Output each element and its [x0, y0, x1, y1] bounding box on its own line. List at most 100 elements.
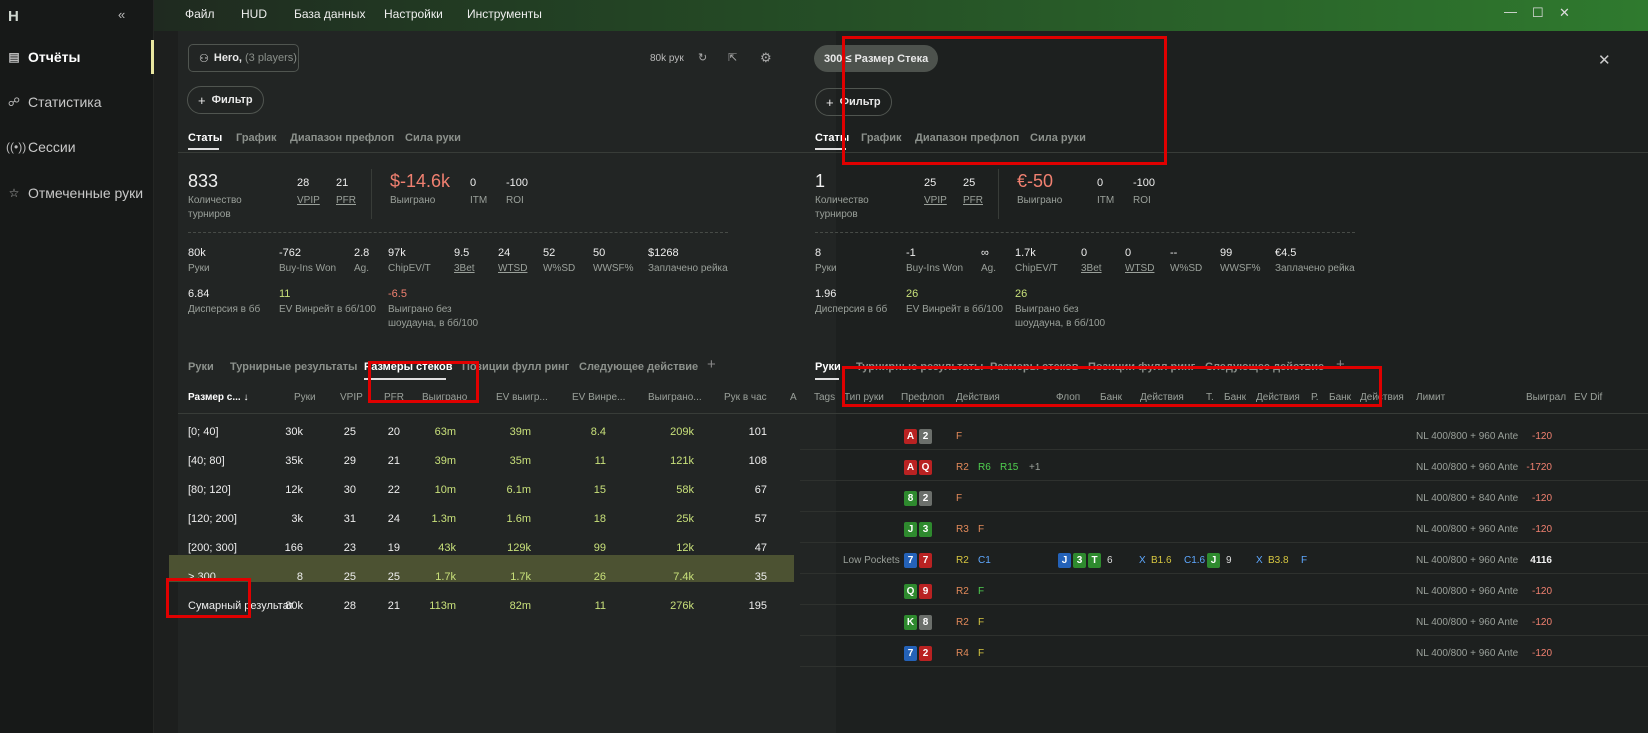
menu-item[interactable]: Файл	[185, 7, 215, 21]
sidebar-item[interactable]: ▤ Отчёты	[6, 46, 80, 68]
hand-row[interactable]	[800, 483, 1648, 512]
report-tab[interactable]: Турнирные результаты	[230, 361, 358, 373]
report-tab[interactable]: Руки	[188, 361, 214, 373]
flop-pot: 6	[1107, 555, 1113, 566]
column-header[interactable]: PFR	[384, 392, 404, 403]
hands-column-header[interactable]: Префлоп	[901, 392, 945, 403]
hands-column-header[interactable]: Банк	[1329, 392, 1352, 403]
hands-column-header[interactable]: Действия	[956, 392, 1000, 403]
table-cell[interactable]: [200; 300]	[188, 542, 237, 554]
add-filter-button[interactable]: + Фильтр	[187, 86, 264, 114]
table-cell[interactable]: [40; 80]	[188, 455, 225, 467]
hands-column-header[interactable]: Действия	[1140, 392, 1184, 403]
report-tab[interactable]: Размеры стеков	[364, 361, 453, 373]
table-cell: 35	[754, 571, 767, 583]
hand-row[interactable]	[800, 514, 1648, 543]
hole-card: 8	[919, 615, 932, 630]
sidebar-active-indicator	[151, 40, 154, 74]
minimize-icon[interactable]: —	[1504, 4, 1517, 19]
menu-item[interactable]: Инструменты	[467, 7, 542, 21]
pfr-label: PFR	[336, 195, 356, 206]
hand-type: Low Pockets	[843, 555, 900, 566]
stats-tab[interactable]: График	[861, 132, 902, 144]
hand-row[interactable]	[800, 607, 1648, 636]
column-header[interactable]: Рук в час	[724, 392, 767, 403]
stats-tab[interactable]: Диапазон префлоп	[915, 132, 1020, 144]
hand-row[interactable]	[800, 576, 1648, 605]
stat-label: Руки	[815, 263, 837, 274]
hands-column-header[interactable]: EV Dif	[1574, 392, 1603, 403]
hands-column-header[interactable]: Р.	[1311, 392, 1319, 403]
column-header[interactable]: А	[790, 392, 797, 403]
hand-row[interactable]	[800, 452, 1648, 481]
sidebar-item[interactable]: ((•)) Сессии	[6, 136, 76, 158]
stats-tab[interactable]: Статы	[188, 132, 223, 144]
hands-column-header[interactable]: Tags	[814, 392, 836, 403]
hand-row[interactable]	[800, 421, 1648, 450]
table-cell: 23	[343, 542, 356, 554]
stat-value: 50	[593, 247, 606, 259]
hands-column-header[interactable]: Действия	[1256, 392, 1300, 403]
close-icon[interactable]: ✕	[1559, 5, 1570, 20]
column-header[interactable]: Руки	[294, 392, 316, 403]
column-header[interactable]: EV выигр...	[496, 392, 548, 403]
stats-tab[interactable]: Сила руки	[405, 132, 461, 144]
player-selector-button[interactable]: ⚇ Hero, (3 players)	[188, 44, 299, 72]
dashed-divider	[815, 232, 1355, 233]
hand-result: -120	[1531, 586, 1552, 597]
stack-size-filter-chip[interactable]: 300 ≤ Размер Стека	[814, 45, 939, 72]
settings-icon[interactable]: ⚙	[760, 50, 772, 65]
filter-label: Фильтр	[839, 96, 881, 108]
close-panel-icon[interactable]: ✕	[1598, 52, 1611, 69]
stats-tab[interactable]: Диапазон префлоп	[290, 132, 395, 144]
table-cell[interactable]: [80; 120]	[188, 484, 231, 496]
turn-action: X	[1256, 555, 1263, 566]
hand-result: -120	[1531, 431, 1552, 442]
column-header[interactable]: Размер с... ↓	[188, 392, 249, 403]
hands-column-header[interactable]: Банк	[1224, 392, 1247, 403]
table-cell: 108	[748, 455, 767, 467]
sidebar-item[interactable]: ☍ Статистика	[6, 91, 102, 113]
menu-item[interactable]: База данных	[294, 7, 366, 21]
hands-column-header[interactable]: Тип руки	[844, 392, 884, 403]
hand-row[interactable]	[800, 638, 1648, 667]
report-tab[interactable]: Следующее действие	[579, 361, 699, 373]
turn-action: F	[1301, 555, 1308, 566]
table-cell: 25	[387, 571, 400, 583]
total-row-cell[interactable]: Сумарный результат	[188, 600, 294, 612]
table-cell: 25	[343, 571, 356, 583]
table-cell[interactable]: [0; 40]	[188, 426, 219, 438]
hands-column-header[interactable]: Лимит	[1416, 392, 1446, 403]
add-filter-button[interactable]: + Фильтр	[815, 88, 892, 116]
table-cell: 43k	[438, 542, 456, 554]
hands-column-header[interactable]: Т.	[1206, 392, 1214, 403]
report-tab[interactable]: Руки	[815, 361, 841, 373]
menu-item[interactable]: Настройки	[384, 7, 443, 21]
stats-tab[interactable]: Статы	[815, 132, 850, 144]
stats-tab[interactable]: Сила руки	[1030, 132, 1086, 144]
hands-column-header[interactable]: Банк	[1100, 392, 1123, 403]
table-cell[interactable]: [120; 200]	[188, 513, 237, 525]
add-tab-button[interactable]: +	[707, 356, 716, 373]
column-header[interactable]: Выиграно...	[648, 392, 702, 403]
column-header[interactable]: VPIP	[340, 392, 363, 403]
refresh-icon[interactable]: ↻	[698, 52, 708, 64]
export-icon[interactable]: ⇱	[728, 52, 738, 64]
stats-tab[interactable]: График	[236, 132, 277, 144]
column-header[interactable]: Выиграно	[422, 392, 468, 403]
hands-column-header[interactable]: Флоп	[1056, 392, 1081, 403]
total-row-cell: 82m	[509, 600, 531, 612]
collapse-sidebar-button[interactable]: «	[118, 7, 126, 22]
add-tab-button[interactable]: +	[1336, 356, 1345, 373]
column-header[interactable]: EV Винре...	[572, 392, 626, 403]
hand-row[interactable]	[800, 545, 1648, 574]
hands-column-header[interactable]: Выиграл	[1526, 392, 1567, 403]
itm-label: ITM	[470, 195, 488, 206]
sidebar-item[interactable]: ☆ Отмеченные руки	[6, 182, 144, 204]
menu-item[interactable]: HUD	[241, 7, 267, 21]
pfr-value: 25	[963, 177, 976, 189]
selected-row-highlight	[169, 555, 794, 582]
stat-value: 24	[498, 247, 511, 259]
report-tab[interactable]: Позиции фулл ринг	[462, 361, 570, 373]
maximize-icon[interactable]: ☐	[1532, 5, 1544, 20]
